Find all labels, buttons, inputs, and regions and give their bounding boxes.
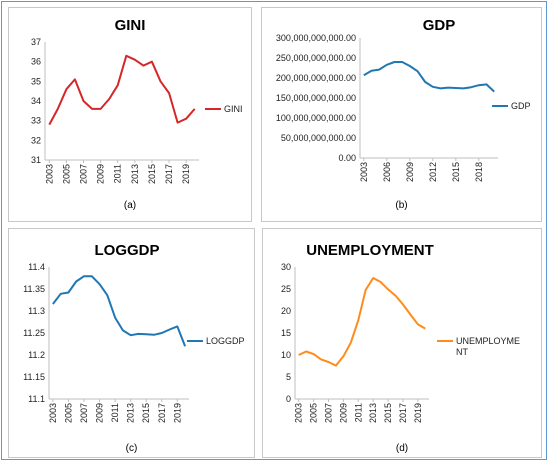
y-tick-label: 0	[286, 394, 291, 404]
y-tick-label: 32	[31, 135, 41, 145]
x-tick-label: 2013	[130, 164, 140, 184]
y-tick-label: 150,000,000,000.00	[276, 93, 356, 103]
panel-caption: (b)	[395, 200, 407, 211]
series-line	[298, 277, 426, 367]
x-tick-label: 2009	[96, 164, 106, 184]
x-tick-label: 2015	[451, 162, 461, 182]
y-tick-label: 36	[31, 57, 41, 67]
y-tick-label: 11.15	[23, 372, 45, 382]
series-line	[52, 275, 187, 347]
x-tick-label: 2019	[181, 164, 191, 184]
x-tick-label: 2015	[383, 403, 393, 423]
y-tick-label: 11.1	[28, 394, 45, 404]
x-tick-label: 2005	[63, 403, 73, 423]
legend-label: GDP	[511, 101, 531, 111]
x-tick-label: 2007	[324, 403, 334, 423]
x-tick-label: 2019	[172, 403, 182, 423]
x-tick-label: 2015	[141, 403, 151, 423]
y-tick-label: 0.00	[338, 153, 356, 163]
series-line	[363, 61, 495, 93]
x-tick-label: 2003	[48, 403, 58, 423]
x-tick-label: 2017	[157, 403, 167, 423]
y-tick-label: 15	[281, 328, 291, 338]
x-tick-label: 2013	[126, 403, 136, 423]
y-tick-label: 11.25	[23, 328, 45, 338]
chart-loggdp: LOGGDP 11.1 11.15 11.2 11.25 11.3 11.35 11.4 200…	[23, 242, 245, 454]
x-tick-label: 2018	[474, 162, 484, 182]
chart-panel-gdp: GDP 0.00 50,000,000,000.00 100,000,000,000.…	[261, 7, 542, 222]
chart-title: UNEMPLOYMENT	[306, 242, 434, 259]
chart-panel-loggdp: LOGGDP 11.1 11.15 11.2 11.25 11.3 11.35 11.4 200…	[8, 228, 255, 458]
x-tick-label: 2003	[359, 162, 369, 182]
x-tick-label: 2019	[413, 403, 423, 423]
chart-gdp: GDP 0.00 50,000,000,000.00 100,000,000,000.…	[276, 17, 531, 211]
x-tick-label: 2003	[294, 403, 304, 423]
chart-panel-gini: GINI 31 32 33 34 35 36 37 2003 2005 2007 2009 2011 20…	[8, 7, 252, 222]
y-tick-label: 10	[281, 350, 291, 360]
y-tick-label: 50,000,000,000.00	[281, 133, 356, 143]
y-tick-label: 11.2	[28, 350, 45, 360]
legend-label: UNEMPLOYME NT	[456, 336, 520, 357]
legend-label: LOGGDP	[206, 336, 245, 346]
y-tick-label: 37	[31, 37, 41, 47]
x-tick-label: 2009	[338, 403, 348, 423]
x-tick-label: 2013	[368, 403, 378, 423]
y-tick-label: 30	[281, 262, 291, 272]
chart-title: LOGGDP	[94, 242, 159, 259]
y-tick-label: 20	[281, 306, 291, 316]
x-tick-label: 2012	[428, 162, 438, 182]
x-tick-label: 2007	[79, 164, 89, 184]
chart-gini: GINI 31 32 33 34 35 36 37 2003 2005 2007 2009 2011 20…	[31, 17, 243, 211]
y-tick-label: 25	[281, 284, 291, 294]
panel-caption: (d)	[396, 443, 408, 454]
x-tick-label: 2011	[353, 403, 363, 422]
y-tick-label: 100,000,000,000.00	[276, 113, 356, 123]
chart-unemployment: UNEMPLOYMENT 0 5 10 15 20 25 30 2003 2005 2007 2009…	[281, 242, 520, 454]
x-tick-label: 2015	[147, 164, 157, 184]
panel-caption: (a)	[124, 200, 136, 211]
x-tick-label: 2007	[79, 403, 89, 423]
y-tick-label: 35	[31, 76, 41, 86]
panel-caption: (c)	[126, 443, 138, 454]
legend-label: GINI	[224, 104, 243, 114]
y-tick-label: 11.4	[28, 262, 45, 272]
y-tick-label: 34	[31, 96, 41, 106]
x-tick-label: 2011	[110, 403, 120, 422]
y-tick-label: 33	[31, 116, 41, 126]
x-tick-label: 2009	[95, 403, 105, 423]
y-tick-label: 300,000,000,000.00	[276, 33, 356, 43]
y-tick-label: 11.35	[23, 284, 45, 294]
y-tick-label: 5	[286, 372, 291, 382]
chart-title: GINI	[115, 17, 146, 34]
x-tick-label: 2003	[44, 164, 54, 184]
x-tick-label: 2011	[113, 164, 123, 183]
x-tick-label: 2009	[405, 162, 415, 182]
chart-panel-unemployment: UNEMPLOYMENT 0 5 10 15 20 25 30 2003 2005 2007 2009…	[262, 228, 542, 458]
chart-title: GDP	[423, 17, 456, 34]
y-tick-label: 200,000,000,000.00	[276, 73, 356, 83]
y-tick-label: 250,000,000,000.00	[276, 53, 356, 63]
x-tick-label: 2006	[382, 162, 392, 182]
x-tick-label: 2005	[309, 403, 319, 423]
x-tick-label: 2017	[398, 403, 408, 423]
series-line	[48, 54, 196, 126]
x-tick-label: 2005	[61, 164, 71, 184]
y-tick-label: 31	[31, 155, 41, 165]
x-tick-label: 2017	[164, 164, 174, 184]
y-tick-label: 11.3	[28, 306, 45, 316]
